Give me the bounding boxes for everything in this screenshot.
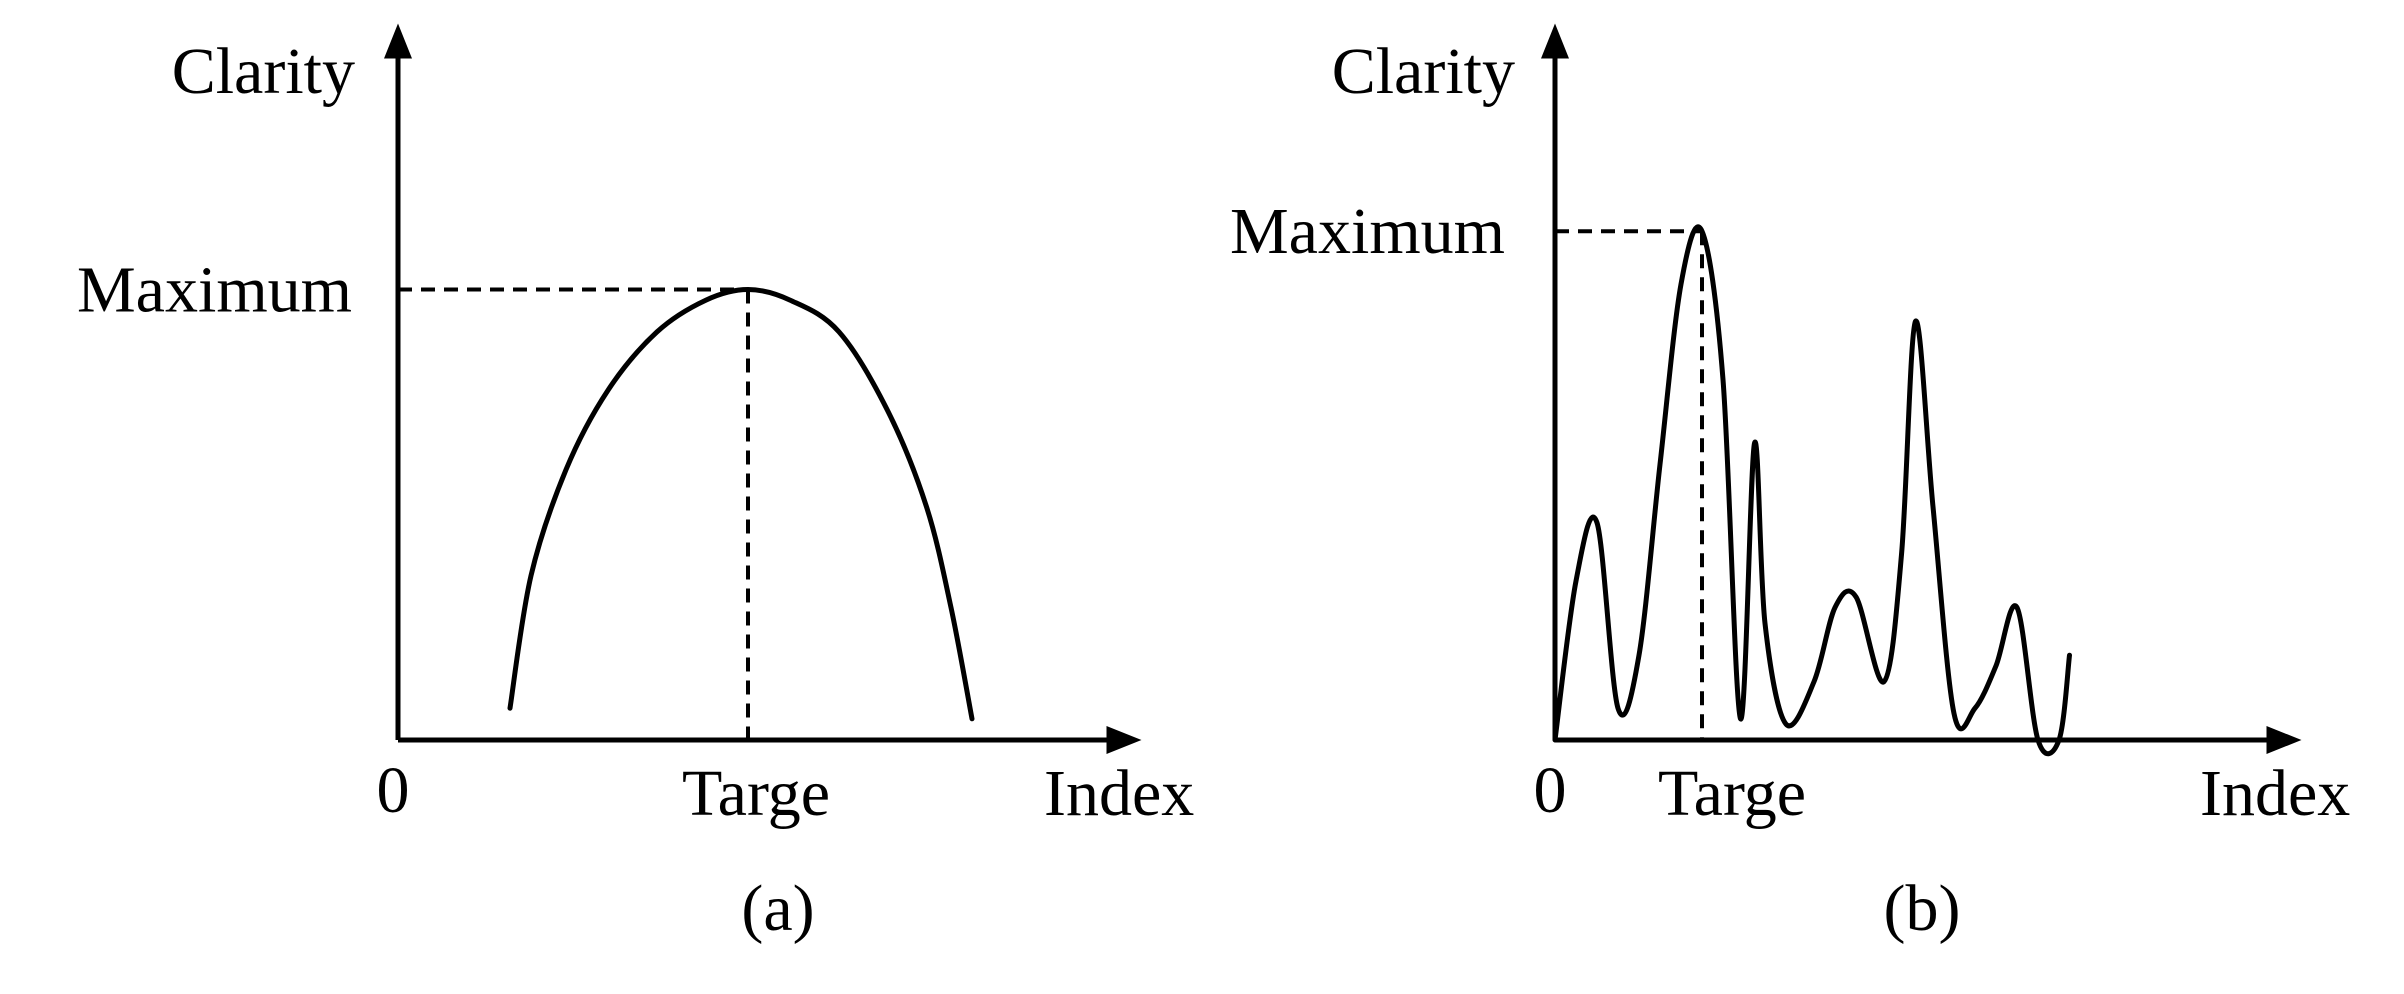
panel-a-x-label: Index bbox=[1044, 757, 1194, 830]
panel-b-y-label: Clarity bbox=[1332, 35, 1515, 108]
panel-b-x-label: Index bbox=[2200, 757, 2350, 830]
panel-b-x-marker-label: Targe bbox=[1658, 757, 1806, 830]
panel-a-caption: (a) bbox=[741, 872, 814, 945]
panel-b: Clarity Index 0 Targe Maximum (b) bbox=[1230, 23, 2350, 945]
panel-b-y-marker-label: Maximum bbox=[1230, 195, 1505, 268]
panel-a-y-label: Clarity bbox=[172, 35, 355, 108]
panel-a-origin-label: 0 bbox=[377, 754, 410, 827]
panel-b-curve bbox=[1552, 224, 2072, 757]
panel-b-origin-label: 0 bbox=[1534, 754, 1567, 827]
panel-a-guides bbox=[398, 287, 750, 740]
panel-a: Clarity Index 0 Targe Maximum (a) bbox=[77, 23, 1194, 945]
panel-b-caption: (b) bbox=[1884, 872, 1961, 945]
panel-a-y-marker-label: Maximum bbox=[77, 254, 352, 327]
panel-a-curve bbox=[507, 287, 975, 722]
panel-a-x-marker-label: Targe bbox=[682, 757, 830, 830]
panel-b-guides bbox=[1555, 229, 1704, 740]
